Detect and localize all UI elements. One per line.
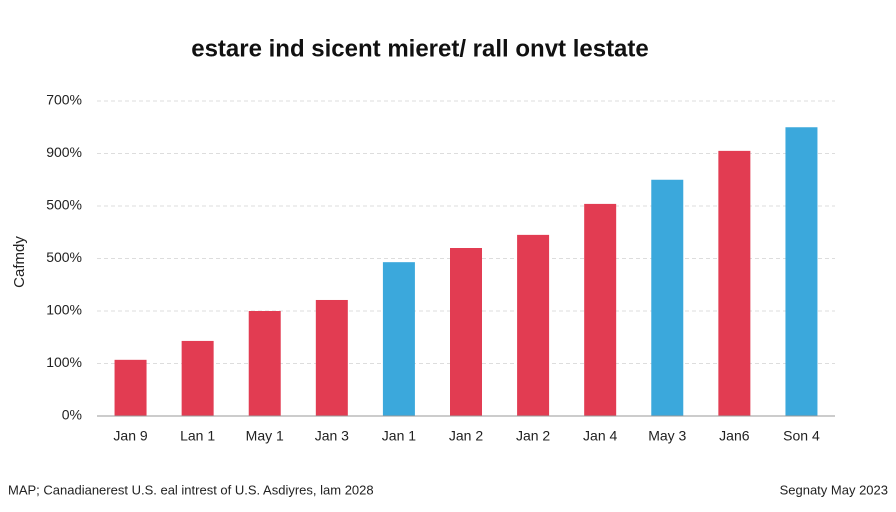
x-tick-label: Jan 3 (315, 428, 349, 444)
y-tick-label: 500% (46, 249, 82, 265)
chart-title: estare ind sicent mieret/ rall onvt lest… (191, 35, 649, 62)
x-tick-label: Son 4 (783, 428, 820, 444)
x-tick-label: Jan 2 (449, 428, 483, 444)
bar (450, 248, 482, 416)
x-tick-label: May 1 (246, 428, 284, 444)
bar (651, 179, 684, 416)
y-tick-label: 500% (46, 197, 82, 213)
bar (584, 203, 617, 416)
bar (718, 150, 751, 416)
bar (517, 234, 550, 416)
x-tick-label: Jan6 (719, 428, 750, 444)
bar (114, 359, 147, 416)
bar (382, 262, 415, 416)
x-tick-label: Jan 4 (583, 428, 617, 444)
y-tick-label: 0% (62, 407, 82, 423)
y-axis-label: Cafmdy (11, 236, 28, 288)
x-tick-label: Jan 1 (382, 428, 416, 444)
x-tick-label: Jan 2 (516, 428, 550, 444)
x-tick-label: May 3 (648, 428, 686, 444)
note: Segnaty May 2023 (780, 482, 888, 497)
source: MAP; Canadianerest U.S. eal intrest of U… (8, 482, 374, 497)
x-tick-label: Jan 9 (113, 428, 147, 444)
y-tick-label: 100% (46, 302, 82, 318)
y-tick-label: 700% (46, 92, 82, 108)
bar (785, 127, 818, 416)
y-tick-label: 900% (46, 144, 82, 160)
bar (181, 340, 214, 416)
bar (315, 299, 348, 416)
bar (248, 311, 281, 416)
x-tick-label: Lan 1 (180, 428, 215, 444)
y-tick-label: 100% (46, 354, 82, 370)
